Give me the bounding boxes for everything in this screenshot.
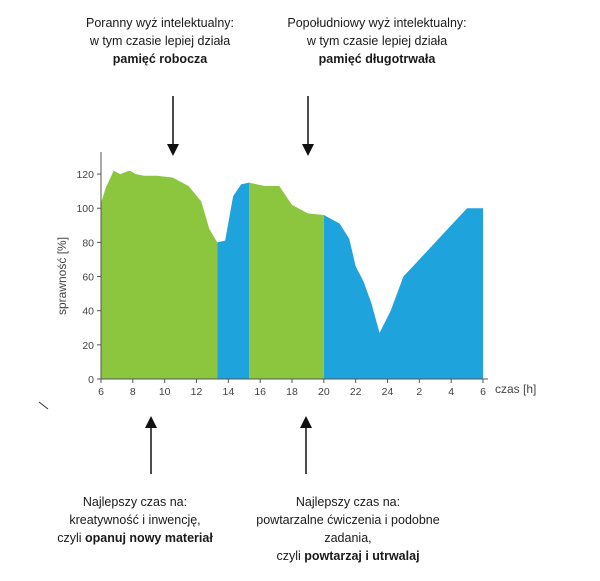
y-tick-label: 0 [88,374,94,386]
y-tick-label: 40 [82,306,94,318]
note-emphasis: opanuj nowy materiał [84,531,213,545]
y-tick-label: 100 [76,203,94,215]
x-tick-label: 6 [98,386,104,398]
note-emphasis: pamięć robocza [112,52,208,66]
band-peak-2 [249,182,324,379]
note-line: czyli [276,549,305,563]
band-dip-3 [323,208,483,379]
x-axis-label: czas [h] [495,382,536,396]
chart-axes [100,152,488,380]
note-line: w tym czasie lepiej działa [306,34,448,48]
note-line: czyli [57,531,85,545]
x-tick-label: 20 [318,386,330,398]
x-tick-label: 16 [254,386,266,398]
stray-mark [38,401,49,410]
x-tick-label: 18 [286,386,298,398]
chart-bands [101,170,483,379]
x-tick-label: 14 [222,386,234,398]
note-morning-peak: Poranny wyż intelektualny: w tym czasie … [55,14,265,68]
note-best-time-repetition: Najlepszy czas na: powtarzalne ćwiczenia… [228,493,468,565]
note-line: Najlepszy czas na: [82,495,188,509]
note-line: Najlepszy czas na: [295,495,401,509]
note-line: kreatywność i inwencję, [69,513,201,527]
x-tick-label: 12 [191,386,203,398]
note-line: w tym czasie lepiej działa [89,34,231,48]
x-tick-label: 24 [382,386,394,398]
band-peak-0 [101,170,218,379]
note-line: powtarzalne ćwiczenia i podobne [256,513,440,527]
y-tick-label: 60 [82,272,94,284]
note-emphasis: pamięć długotrwała [318,52,436,66]
x-tick-label: 6 [480,386,486,398]
y-tick-label: 80 [82,237,94,249]
x-tick-label: 10 [159,386,171,398]
note-line: Poranny wyż intelektualny: [86,16,234,30]
note-emphasis: powtarzaj i utrwalaj [304,549,420,563]
note-afternoon-peak: Popołudniowy wyż intelektualny: w tym cz… [262,14,492,68]
y-tick-label: 20 [82,340,94,352]
note-best-time-creativity: Najlepszy czas na: kreatywność i inwencj… [20,493,250,547]
x-tick-label: 8 [130,386,136,398]
x-tick-label: 4 [448,386,454,398]
x-tick-label: 22 [350,386,362,398]
y-ticks: 0 20 40 60 80 100 120 [76,169,101,386]
band-dip-1 [217,182,250,379]
x-tick-label: 2 [416,386,422,398]
note-line: zadania, [324,531,372,545]
x-ticks: 6 8 10 12 14 16 18 20 22 24 2 4 6 [98,379,486,398]
y-axis-label: sprawność [%] [55,237,69,315]
note-line: Popołudniowy wyż intelektualny: [287,16,467,30]
y-tick-label: 120 [76,169,94,181]
